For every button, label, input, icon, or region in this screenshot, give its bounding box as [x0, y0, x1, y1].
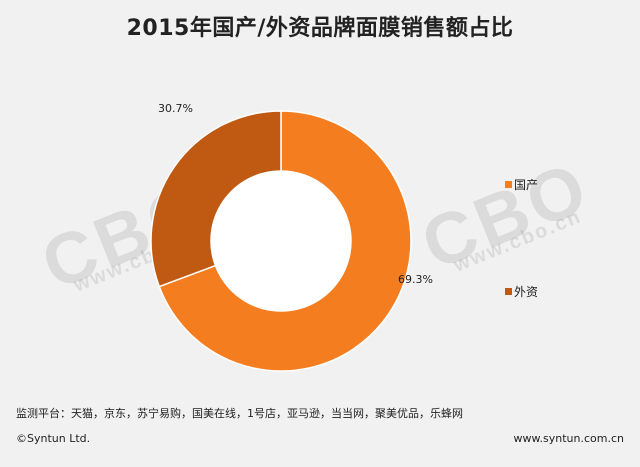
data-label-foreign: 30.7% — [158, 102, 193, 115]
legend-item-domestic: 国产 — [505, 176, 538, 193]
footer-source: 监测平台：天猫，京东，苏宁易购，国美在线，1号店，亚马逊，当当网，聚美优品，乐蜂… — [16, 407, 463, 420]
donut-slice-foreign — [150, 110, 282, 288]
legend-label-domestic: 国产 — [514, 178, 539, 192]
chart-title: 2015年国产/外资品牌面膜销售额占比 — [126, 16, 514, 41]
legend-label-foreign: 外资 — [514, 285, 539, 299]
legend-swatch-domestic — [505, 181, 512, 188]
data-label-domestic: 69.3% — [398, 273, 433, 286]
donut-hole — [211, 171, 351, 311]
legend-item-foreign: 外资 — [505, 283, 538, 300]
footer-copyright: ©Syntun Ltd. — [16, 432, 91, 445]
legend-swatch-foreign — [505, 288, 512, 295]
footer-site: www.syntun.com.cn — [513, 432, 624, 445]
donut-slice-domestic — [158, 110, 412, 372]
